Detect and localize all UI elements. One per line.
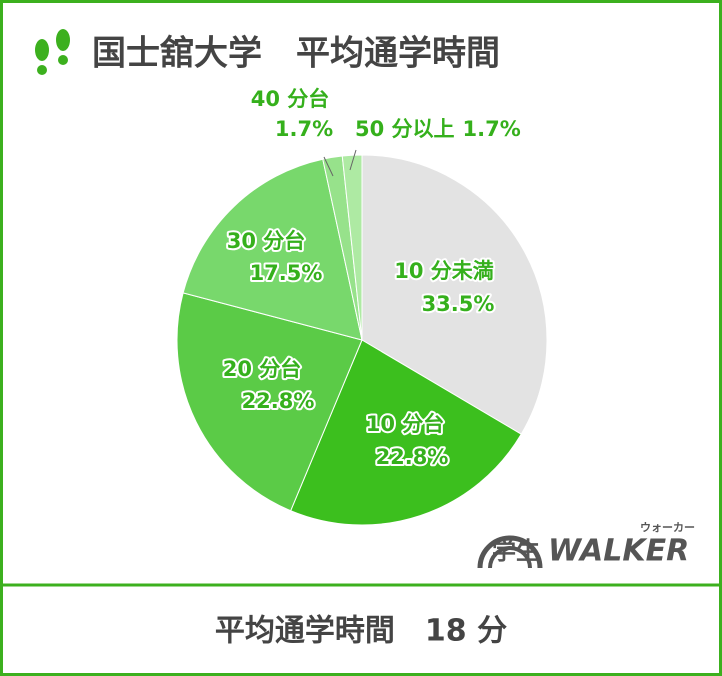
category-label: 40 分台 (251, 87, 330, 111)
logo: 学生 WALKER ウォーカー (477, 521, 695, 569)
pie: 10 分未満 33.5% 10 分台 22.8% 20 分台 22.8% 30 分台 17.5… (176, 85, 548, 526)
slice-label: 10 分台 (366, 412, 445, 436)
value-label: 33.5% (422, 292, 495, 316)
value-label: 22.8% (242, 389, 315, 413)
pie-slice (341, 154, 363, 341)
logo-brand: WALKER (548, 534, 689, 569)
leader-line (323, 156, 334, 177)
slice-label: 40 分台 (251, 87, 330, 111)
slice-label: 30 分台 (227, 229, 306, 253)
category-label: 10 分未満 (394, 259, 494, 283)
slice-label: 20 分台 (223, 357, 302, 381)
slice-label: 10 分未満 (394, 259, 494, 283)
chart-title: 国士舘大学 平均通学時間 (92, 34, 500, 74)
category-label: 30 分台 (227, 229, 306, 253)
value-label: 22.8% (376, 445, 449, 469)
pie-slice (290, 339, 522, 526)
pie-slice (182, 158, 363, 341)
category-label: 50 分以上 (355, 117, 455, 141)
pie-slice (176, 292, 363, 512)
footer-text: 平均通学時間 18 分 (215, 614, 507, 649)
slice-label: 50 分以上 1.7% (355, 117, 521, 141)
leader-line (349, 149, 357, 171)
value-label: 1.7% (275, 117, 333, 141)
value-label: 1.7% (463, 117, 521, 141)
value-label: 17.5% (250, 261, 323, 285)
pie-slice (361, 154, 548, 435)
logo-kana: ウォーカー (640, 521, 695, 534)
category-label: 10 分台 (366, 412, 445, 436)
footprint-icon (35, 29, 70, 75)
category-label: 20 分台 (223, 357, 302, 381)
logo-main: 学生 (492, 537, 540, 565)
